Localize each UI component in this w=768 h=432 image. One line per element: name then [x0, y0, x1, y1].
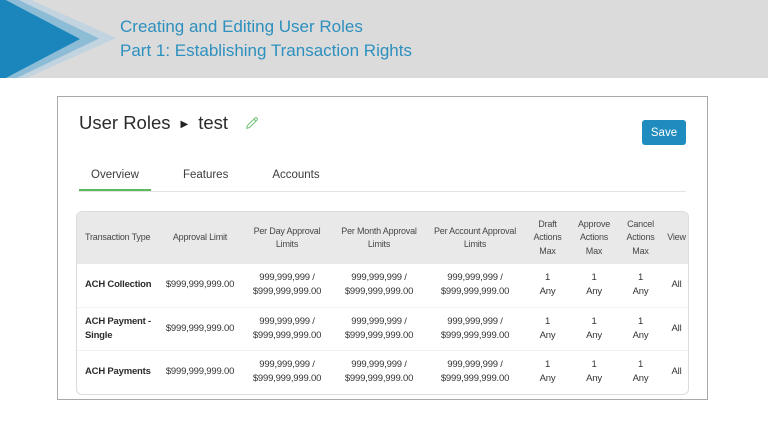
tab-accounts[interactable]: Accounts — [272, 169, 320, 181]
cell-approve-actions: 1 Any — [586, 272, 602, 298]
breadcrumb-root[interactable]: User Roles — [79, 112, 171, 133]
cell-approve-actions: 1 Any — [570, 350, 618, 394]
col-approval-limit: Approval Limit — [159, 212, 241, 264]
cell-view: All — [671, 279, 682, 291]
cell-per-month-limits: 999,999,999 / $999,999,999.00 — [333, 350, 425, 394]
table-row: ACH Payments $999,999,999.00 999,999,999… — [77, 350, 688, 394]
cell-view: All — [663, 306, 688, 351]
cell-approve-actions: 1 Any — [570, 306, 618, 351]
cell-draft-actions: 1 Any — [525, 306, 570, 351]
cell-draft-actions: 1 Any — [539, 272, 556, 298]
cell-approval-limit: $999,999,999.00 — [159, 350, 241, 394]
tab-bar: Overview Features Accounts — [79, 163, 686, 192]
col-draft-actions-max: Draft Actions Max — [525, 212, 570, 264]
cell-per-account-limits: 999,999,999 / $999,999,999.00 — [440, 272, 510, 298]
cell-cancel-actions: 1 Any — [618, 306, 663, 351]
cell-view: All — [663, 350, 688, 394]
table-row: ACH Collection $999,999,999.00 999,999,9… — [77, 264, 688, 307]
col-per-account-approval-limits: Per Account Approval Limits — [425, 212, 525, 264]
breadcrumb: User Roles ▶ test — [79, 112, 260, 134]
transaction-rights-table-container: Transaction Type Approval Limit Per Day … — [76, 211, 689, 395]
cell-per-month-limits: 999,999,999 / $999,999,999.00 — [344, 272, 414, 298]
save-button[interactable]: Save — [642, 120, 686, 145]
slide-title-line1: Creating and Editing User Roles — [120, 17, 363, 36]
col-cancel-actions-max: Cancel Actions Max — [618, 212, 663, 264]
cell-per-day-limits: 999,999,999 / $999,999,999.00 — [241, 306, 333, 351]
cell-per-account-limits: 999,999,999 / $999,999,999.00 — [425, 350, 525, 394]
slide-header-band: Creating and Editing User Roles Part 1: … — [0, 0, 768, 78]
table-row: ACH Payment - Single $999,999,999.00 999… — [77, 306, 688, 351]
transaction-rights-table: Transaction Type Approval Limit Per Day … — [77, 212, 688, 394]
breadcrumb-arrow-icon: ▶ — [180, 118, 189, 130]
col-approve-actions-max: Approve Actions Max — [570, 212, 618, 264]
cell-per-day-limits: 999,999,999 / $999,999,999.00 — [252, 272, 322, 298]
cell-transaction-type: ACH Collection — [85, 279, 152, 291]
cell-cancel-actions: 1 Any — [618, 350, 663, 394]
cell-per-account-limits: 999,999,999 / $999,999,999.00 — [425, 306, 525, 351]
cell-approval-limit: $999,999,999.00 — [165, 279, 235, 291]
cell-draft-actions: 1 Any — [525, 350, 570, 394]
tab-features[interactable]: Features — [182, 169, 229, 181]
table-header-row: Transaction Type Approval Limit Per Day … — [77, 212, 688, 264]
col-transaction-type: Transaction Type — [77, 212, 159, 264]
panel-header: User Roles ▶ test Save — [58, 97, 707, 155]
breadcrumb-current: test — [198, 112, 229, 133]
col-per-day-approval-limits: Per Day Approval Limits — [241, 212, 333, 264]
cell-transaction-type: ACH Payment - Single — [77, 306, 159, 351]
edit-pencil-icon[interactable] — [244, 115, 260, 131]
cell-per-day-limits: 999,999,999 / $999,999,999.00 — [241, 350, 333, 394]
user-roles-panel: User Roles ▶ test Save Overview Features… — [57, 96, 708, 400]
col-per-month-approval-limits: Per Month Approval Limits — [333, 212, 425, 264]
cell-transaction-type: ACH Payments — [77, 350, 159, 394]
cell-approval-limit: $999,999,999.00 — [159, 306, 241, 351]
slide-title: Creating and Editing User Roles Part 1: … — [120, 15, 412, 63]
cell-cancel-actions: 1 Any — [632, 272, 649, 298]
cell-per-month-limits: 999,999,999 / $999,999,999.00 — [333, 306, 425, 351]
col-view: View — [663, 212, 688, 264]
slide-title-line2: Part 1: Establishing Transaction Rights — [120, 41, 412, 60]
tab-overview[interactable]: Overview — [79, 163, 151, 191]
